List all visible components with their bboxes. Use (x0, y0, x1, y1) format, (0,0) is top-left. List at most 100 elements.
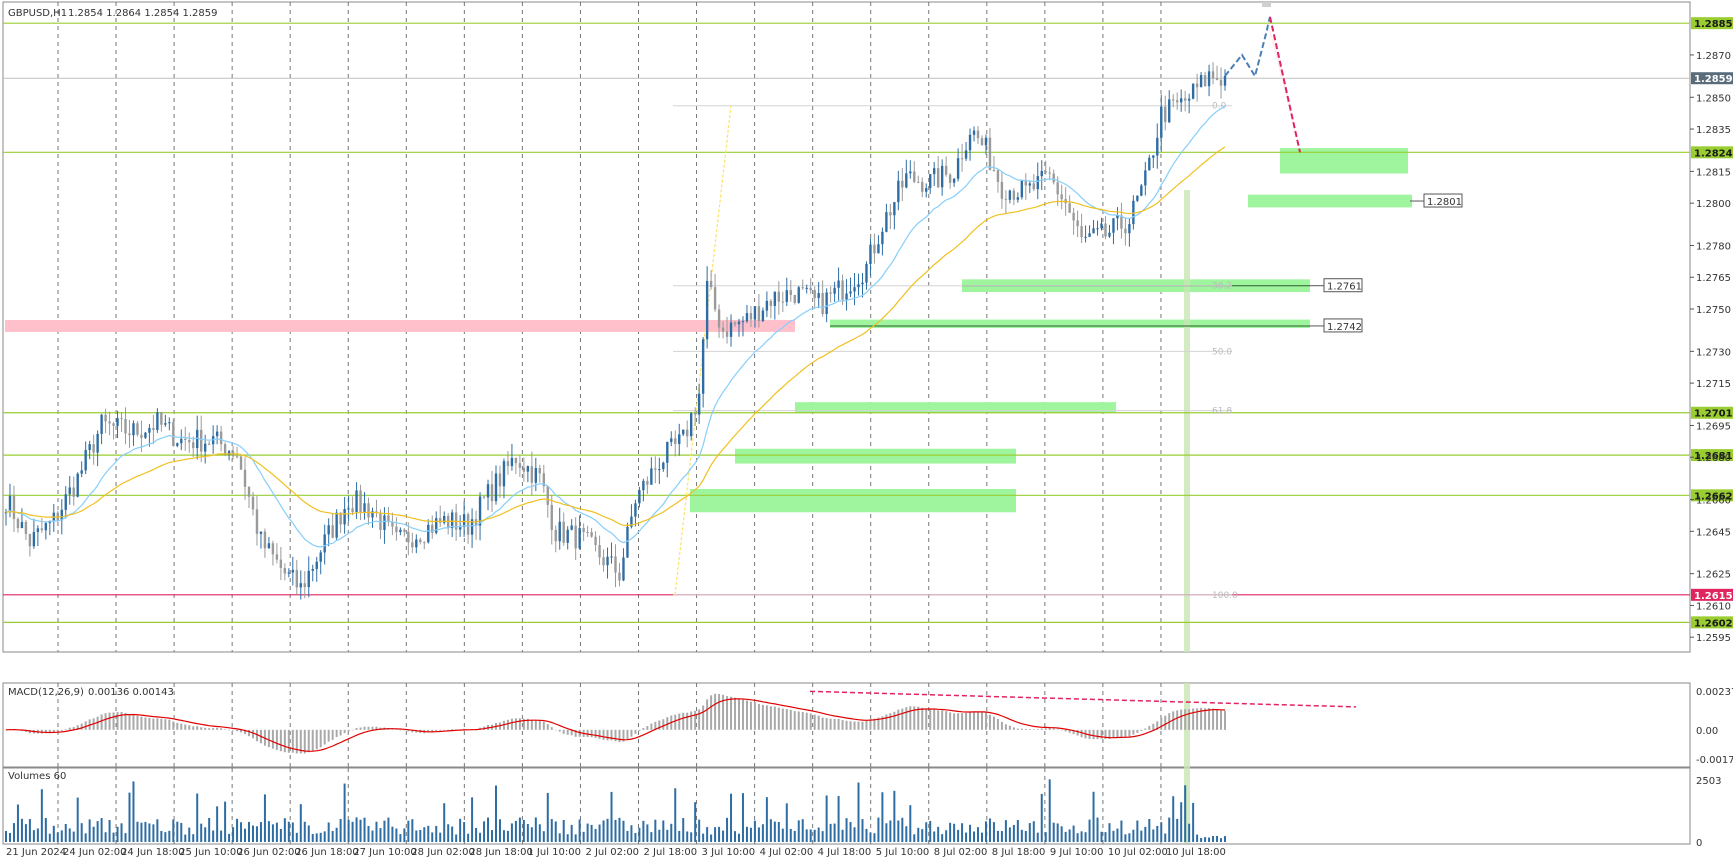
candle-body (299, 583, 302, 588)
macd-histogram-bar (702, 705, 705, 730)
macd-histogram-bar (275, 729, 278, 750)
volume-bar (622, 820, 625, 842)
candle-body (578, 527, 581, 549)
volume-bar (1080, 831, 1083, 842)
volume-bar (152, 824, 155, 842)
volume-bar (240, 822, 243, 842)
volume-bar (502, 830, 505, 842)
volume-bar (1028, 823, 1031, 842)
candle-body (1152, 155, 1155, 158)
volume-bar (598, 824, 601, 842)
volume-bar (148, 823, 151, 842)
volume-bar (614, 819, 617, 842)
macd-histogram-bar (156, 718, 159, 730)
candle-body (1100, 223, 1103, 229)
volume-bar (602, 820, 605, 842)
candle-body (1124, 228, 1127, 234)
candle-body (813, 290, 816, 299)
macd-histogram-bar (690, 711, 693, 730)
candle-body (626, 526, 629, 558)
volume-bar (578, 819, 581, 842)
volume-bar (68, 828, 71, 842)
macd-histogram-bar (1040, 728, 1043, 730)
candle-body (44, 523, 48, 531)
volume-bar (48, 833, 51, 842)
volume-bar (678, 830, 681, 842)
macd-histogram-bar (343, 729, 346, 734)
volume-bar (889, 820, 892, 842)
candle-body (1004, 198, 1008, 200)
volume-bar (176, 821, 179, 842)
candle-body (1000, 181, 1004, 199)
macd-histogram-bar (789, 709, 792, 730)
volume-bar (937, 826, 940, 842)
macd-histogram-bar (749, 701, 752, 730)
volume-bar (1224, 836, 1226, 842)
candle-body (602, 557, 605, 566)
price-tag-label: 1.2824 (1694, 148, 1733, 159)
volume-bar (901, 817, 904, 842)
macd-histogram-bar (375, 726, 378, 730)
volume-bar (570, 824, 573, 842)
macd-histogram-bar (164, 719, 167, 730)
macd-histogram-bar (514, 718, 517, 730)
volume-bar (212, 830, 215, 842)
volume-bar (311, 833, 314, 842)
volume-bar (973, 831, 976, 842)
macd-histogram-bar (849, 721, 852, 730)
macd-histogram-bar (909, 706, 912, 730)
volume-bar (530, 827, 533, 842)
time-label: 2 Jul 02:00 (585, 847, 639, 858)
candle-body (215, 431, 219, 437)
volume-bar (694, 802, 697, 842)
macd-histogram-bar (562, 729, 565, 734)
macd-histogram-bar (60, 729, 63, 731)
volume-bar (259, 822, 262, 842)
candle-body (88, 444, 91, 451)
macd-histogram-bar (224, 729, 227, 730)
volume-bar (945, 830, 948, 842)
candle-body (311, 568, 314, 571)
volume-bar (363, 817, 366, 842)
volume-bar (164, 832, 167, 842)
price-tag-label: 1.2885 (1694, 19, 1733, 30)
macd-histogram-bar (726, 696, 729, 730)
macd-histogram-bar (718, 693, 721, 730)
volume-bar (829, 823, 832, 842)
macd-histogram-bar (805, 712, 808, 730)
volume-bar (32, 830, 35, 842)
macd-histogram-bar (176, 722, 179, 730)
macd-histogram-bar (678, 713, 681, 730)
price-tag-label: 1.2681 (1694, 451, 1733, 462)
candle-body (1060, 194, 1063, 200)
volume-bar (1024, 830, 1027, 842)
candle-body (1088, 233, 1091, 237)
price-tag-label: 1.2602 (1694, 618, 1733, 629)
macd-histogram-bar (315, 729, 318, 750)
candle-body (610, 556, 613, 558)
macd-histogram-bar (1148, 725, 1151, 730)
macd-histogram-bar (439, 729, 442, 731)
macd-label: MACD(12,26,9) (8, 687, 84, 698)
volume-bar (1060, 826, 1063, 842)
macd-histogram-bar (212, 728, 215, 730)
volume-bar (1076, 833, 1079, 842)
volume-bar (670, 823, 673, 842)
candle-body (797, 287, 800, 303)
macd-histogram-bar (1172, 711, 1175, 730)
fib-label: 50.0 (1212, 347, 1232, 357)
macd-histogram-bar (598, 729, 601, 739)
volume-bar (1136, 820, 1139, 842)
candle-body (1072, 212, 1075, 221)
time-label: 5 Jul 10:00 (876, 847, 930, 858)
macd-histogram-bar (283, 729, 286, 753)
volume-bar (753, 820, 756, 842)
volume-bar (1068, 829, 1071, 842)
candle-body (112, 423, 115, 426)
volume-bar (1184, 785, 1187, 842)
volume-bar (498, 819, 501, 842)
candle-body (395, 526, 398, 533)
macd-histogram-bar (267, 729, 270, 748)
volume-bar (271, 824, 274, 842)
